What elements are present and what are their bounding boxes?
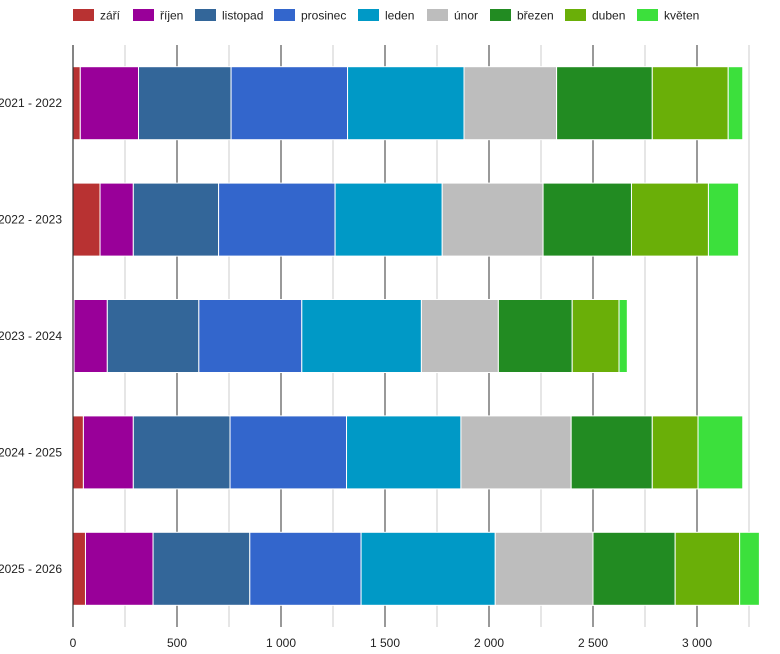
x-tick-label: 3 000 <box>682 636 712 650</box>
bar-segment <box>592 531 676 606</box>
bar-segment <box>106 299 200 373</box>
legend: září říjen listopad prosinec leden únor březen… <box>73 9 699 23</box>
category-label: 2024 - 2025 <box>0 445 62 459</box>
bar-segment <box>198 299 303 373</box>
bar-segment <box>218 182 336 257</box>
bar-segment <box>571 299 620 373</box>
x-tick-label: 500 <box>167 636 187 650</box>
legend-swatch <box>427 9 448 21</box>
x-tick-labels: 0 500 1 000 1 500 2 000 2 500 3 000 <box>70 636 713 650</box>
bar-segment <box>727 66 744 141</box>
bar-segment <box>651 415 699 490</box>
bar-segment <box>697 415 744 490</box>
category-label: 2025 - 2026 <box>0 562 62 576</box>
bar-segment <box>460 415 572 490</box>
bar-segment <box>420 299 499 373</box>
bar-segment <box>72 182 101 257</box>
x-tick-label: 2 500 <box>578 636 608 650</box>
bar-segment <box>346 415 462 490</box>
legend-label: květen <box>664 9 699 23</box>
legend-swatch <box>73 9 94 21</box>
legend-label: prosinec <box>301 9 346 23</box>
bar-segment <box>138 66 232 141</box>
legend-label: duben <box>592 9 625 23</box>
x-tick-label: 2 000 <box>474 636 504 650</box>
category-label: 2023 - 2024 <box>0 329 62 343</box>
bar-segment <box>79 66 140 141</box>
bar-segment <box>229 415 348 490</box>
bar-segment <box>739 531 760 606</box>
x-tick-label: 1 000 <box>266 636 296 650</box>
bar-segment <box>152 531 251 606</box>
bar-segment <box>360 531 496 606</box>
x-tick-label: 1 500 <box>370 636 400 650</box>
bar-segment <box>347 66 465 141</box>
bar-segment <box>463 66 558 141</box>
bar-segment <box>441 182 544 257</box>
bar-segment <box>99 182 134 257</box>
bar-segment <box>542 182 632 257</box>
bars <box>72 66 760 606</box>
legend-swatch <box>565 9 586 21</box>
bar-segment <box>72 531 86 606</box>
bar-segment <box>301 299 422 373</box>
category-label: 2021 - 2022 <box>0 96 62 110</box>
bar-segment <box>497 299 573 373</box>
legend-swatch <box>637 9 658 21</box>
bar-segment <box>230 66 349 141</box>
legend-label: březen <box>517 9 554 23</box>
legend-swatch <box>133 9 154 21</box>
bar-segment <box>334 182 443 257</box>
legend-swatch <box>195 9 216 21</box>
bar-segment <box>132 182 220 257</box>
bar-segment <box>84 531 154 606</box>
bar-segment <box>674 531 741 606</box>
x-tick-label: 0 <box>70 636 77 650</box>
bar-segment <box>618 299 628 373</box>
bar-segment <box>570 415 653 490</box>
bar-segment <box>72 415 84 490</box>
bar-segment <box>82 415 134 490</box>
legend-label: únor <box>454 9 478 23</box>
legend-swatch <box>358 9 379 21</box>
legend-label: říjen <box>160 9 183 23</box>
category-labels: 2021 - 2022 2022 - 2023 2023 - 2024 2024 - … <box>0 96 62 576</box>
bar-segment <box>249 531 362 606</box>
bar-segment <box>556 66 653 141</box>
bar-segment <box>651 66 729 141</box>
bar-segment <box>132 415 231 490</box>
bar-segment <box>72 66 81 141</box>
category-label: 2022 - 2023 <box>0 213 62 227</box>
legend-label: listopad <box>222 9 263 23</box>
bar-segment <box>630 182 709 257</box>
legend-swatch <box>490 9 511 21</box>
legend-swatch <box>274 9 295 21</box>
bar-segment <box>494 531 594 606</box>
bar-segment <box>73 299 108 373</box>
bar-segment <box>707 182 740 257</box>
legend-label: leden <box>385 9 414 23</box>
legend-label: září <box>100 9 121 23</box>
